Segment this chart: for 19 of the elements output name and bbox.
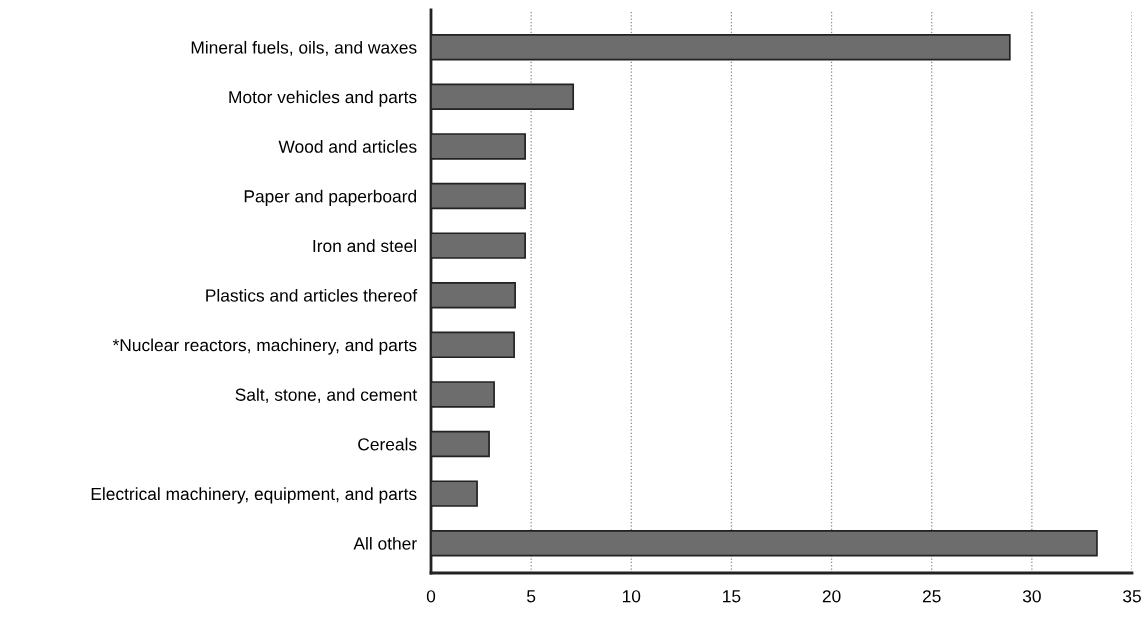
y-tick-label: Cereals — [358, 437, 417, 451]
x-tick-label: 35 — [1123, 590, 1141, 603]
y-tick-label: Plastics and articles thereof — [206, 288, 418, 302]
y-tick-label: Mineral fuels, oils, and waxes — [191, 40, 417, 56]
x-tick-label: 10 — [622, 590, 641, 603]
x-tick-label: 25 — [922, 590, 941, 603]
x-tick-label: 15 — [723, 590, 741, 603]
y-tick-label: All other — [353, 536, 417, 550]
x-tick-label: 5 — [527, 590, 536, 603]
y-tick-label: Paper and paperboard — [244, 189, 417, 206]
y-tick-label: Wood and articles — [278, 140, 417, 153]
x-tick-label: 20 — [822, 590, 841, 603]
x-tick-label: 0 — [426, 590, 436, 603]
y-tick-label: Salt, stone, and cement — [235, 388, 417, 403]
y-tick-label: Motor vehicles and parts — [229, 90, 417, 107]
x-tick-label: 30 — [1022, 590, 1041, 603]
y-tick-label: *Nuclear reactors, machinery, and parts — [112, 338, 417, 355]
y-tick-label: Electrical machinery, equipment, and parts — [91, 487, 417, 504]
y-tick-label: Iron and steel — [313, 239, 416, 253]
